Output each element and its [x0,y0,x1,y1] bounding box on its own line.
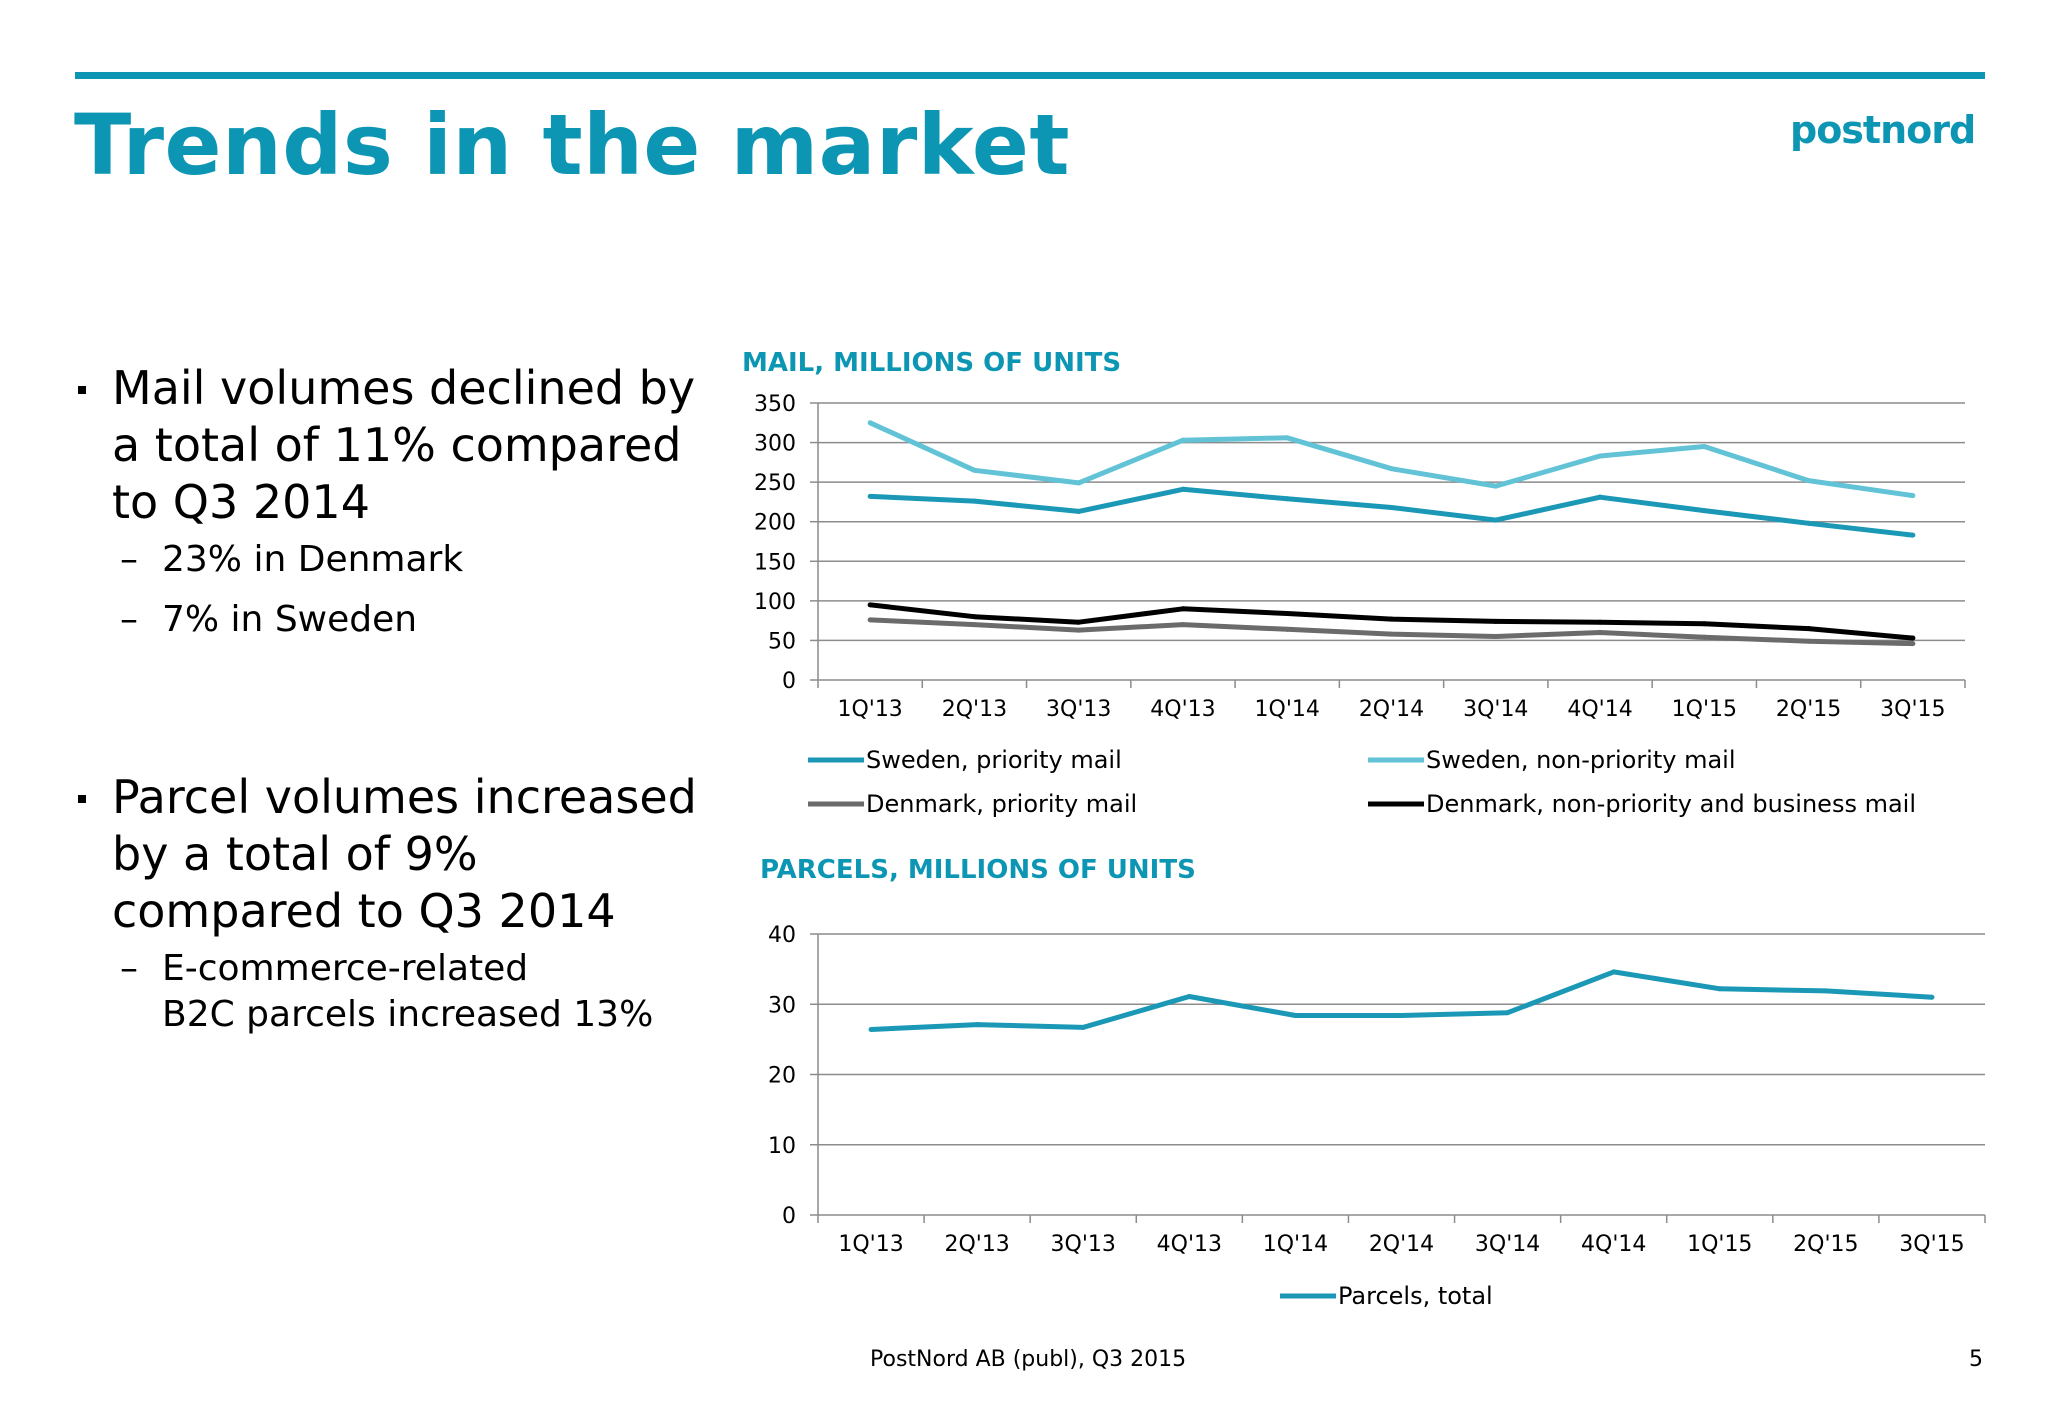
bullet-square-icon [78,795,86,803]
data-point [1806,478,1812,484]
parcels-chart-title: PARCELS, MILLIONS OF UNITS [760,855,1196,885]
data-point [1180,486,1186,492]
x-tick-label: 3Q'13 [1046,697,1111,722]
data-point [971,467,977,473]
data-point [1493,517,1499,523]
data-point [1180,606,1186,612]
data-point [1389,616,1394,622]
dash-icon: – [120,539,138,580]
y-tick-label: 0 [782,669,796,694]
bullet-line: to Q3 2014 [112,475,370,529]
top-rule [75,72,1985,79]
bullet-line: by a total of 9% [112,827,478,881]
y-tick-label: 200 [754,511,796,536]
y-tick-label: 150 [754,550,796,575]
data-point [1597,619,1603,625]
x-tick-label: 2Q'14 [1359,697,1424,722]
x-tick-label: 1Q'13 [837,697,902,722]
y-tick-label: 300 [754,432,796,457]
x-tick-label: 3Q'14 [1463,697,1528,722]
x-tick-label: 2Q'13 [942,697,1007,722]
data-point [1910,532,1916,538]
y-tick-label: 350 [754,392,796,417]
data-point [1910,493,1916,499]
x-tick-label: 2Q'15 [1776,697,1841,722]
data-point [1701,621,1707,627]
legend-label: Sweden, priority mail [866,746,1122,774]
x-tick-label: 4Q'14 [1567,697,1632,722]
x-tick-label: 1Q'15 [1672,697,1737,722]
data-point [1910,635,1916,641]
data-point [1701,444,1707,450]
data-point [1701,508,1707,514]
footer-text: PostNord AB (publ), Q3 2015 [870,1347,1187,1372]
dash-icon: – [120,599,138,640]
bullet-line: a total of 11% compared [112,418,682,472]
data-point [1493,633,1499,639]
data-point [971,498,977,504]
data-point [1389,504,1394,510]
data-point [1701,634,1707,640]
data-point [1389,466,1394,472]
postnord-logo: postnord [1790,108,1976,152]
page-title: Trends in the market [74,96,1071,194]
page-number: 5 [1969,1347,1983,1372]
sub-bullet-sweden: – 7% in Sweden [70,597,730,643]
sub-bullet-text: 23% in Denmark [162,539,464,580]
data-point [1076,619,1082,625]
data-point [1284,496,1290,502]
data-point [1806,520,1812,526]
data-point [867,602,873,608]
data-point [1493,483,1499,489]
data-point [1806,626,1812,632]
y-tick-label: 100 [754,590,796,615]
data-point [971,622,977,628]
bullet-parcels: Parcel volumes increased by a total of 9… [70,769,730,940]
y-tick-label: 250 [754,471,796,496]
data-point [1076,480,1082,486]
data-point [867,493,873,499]
data-point [1284,611,1290,617]
sub-bullet-line: E-commerce-related [162,948,529,989]
bullet-mail: Mail volumes declined by a total of 11% … [70,360,730,531]
data-point [971,614,977,620]
legend-label: Sweden, non-priority mail [1426,746,1736,774]
sub-bullet-line: B2C parcels increased 13% [162,994,654,1035]
sub-bullet-ecommerce: – E-commerce-related B2C parcels increas… [70,946,730,1038]
x-tick-label: 1Q'14 [1255,697,1320,722]
legend-label: Denmark, non-priority and business mail [1426,790,1916,818]
data-point [1284,435,1290,441]
y-tick-label: 50 [768,629,796,654]
data-point [1389,631,1394,637]
bullet-line: Mail volumes declined by [112,361,696,415]
data-point [867,617,873,623]
data-point [1597,494,1603,500]
bullet-line: compared to Q3 2014 [112,884,616,938]
bullet-list: Mail volumes declined by a total of 11% … [70,360,730,1038]
data-point [1597,453,1603,459]
data-point [1493,618,1499,624]
data-point [1180,437,1186,443]
x-tick-label: 3Q'15 [1880,697,1945,722]
data-point [1180,622,1186,628]
sub-bullet-denmark: – 23% in Denmark [70,537,730,583]
data-point [1076,508,1082,514]
series-line [869,486,1914,538]
data-point [1597,630,1603,636]
legend-label: Denmark, priority mail [866,790,1137,818]
mail-chart-title: MAIL, MILLIONS OF UNITS [742,348,1122,378]
dash-icon: – [120,948,138,989]
bullet-square-icon [78,386,86,394]
x-tick-label: 4Q'13 [1150,697,1215,722]
data-point [867,420,873,426]
data-point [1076,627,1082,633]
series-line [869,420,1914,499]
bullet-line: Parcel volumes increased [112,770,697,824]
data-point [1284,626,1290,632]
sub-bullet-text: 7% in Sweden [162,599,418,640]
data-point [1910,641,1916,647]
data-point [1806,638,1812,644]
